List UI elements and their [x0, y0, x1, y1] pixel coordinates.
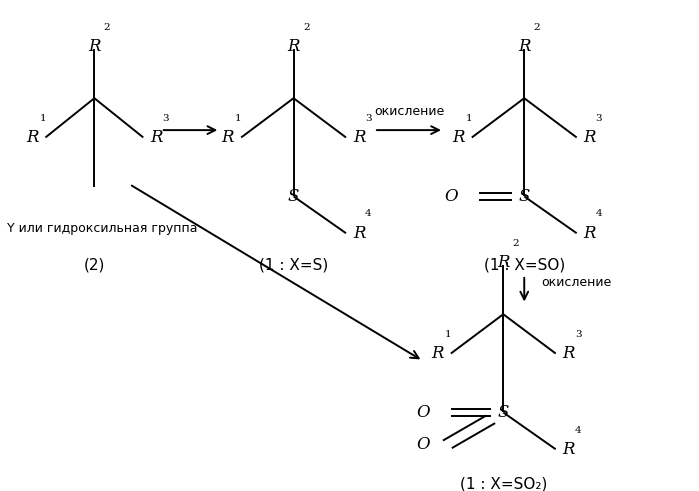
Text: R: R — [287, 38, 300, 55]
Text: 3: 3 — [596, 114, 603, 123]
Text: 1: 1 — [235, 114, 242, 123]
Text: 1: 1 — [466, 114, 473, 123]
Text: R: R — [563, 345, 575, 362]
Text: R: R — [26, 129, 38, 146]
Text: 2: 2 — [303, 23, 310, 32]
Text: 3: 3 — [365, 114, 372, 123]
Text: R: R — [88, 38, 101, 55]
Text: 2: 2 — [103, 23, 110, 32]
Text: R: R — [497, 254, 510, 271]
Text: R: R — [150, 129, 163, 146]
Text: 1: 1 — [445, 330, 452, 339]
Text: 2: 2 — [512, 239, 519, 248]
Text: R: R — [353, 129, 366, 146]
Text: R: R — [518, 38, 531, 55]
Text: S: S — [288, 188, 299, 205]
Text: 4: 4 — [575, 426, 582, 435]
Text: 3: 3 — [575, 330, 582, 339]
Text: (1 : X=SO): (1 : X=SO) — [484, 258, 565, 273]
Text: 2: 2 — [533, 23, 540, 32]
Text: R: R — [584, 129, 596, 146]
Text: окисление: окисление — [542, 276, 612, 289]
Text: O: O — [417, 436, 430, 453]
Text: 3: 3 — [162, 114, 169, 123]
Text: R: R — [222, 129, 234, 146]
Text: 4: 4 — [596, 210, 603, 218]
Text: (1 : X=SO₂): (1 : X=SO₂) — [460, 476, 547, 491]
Text: (2): (2) — [84, 258, 105, 273]
Text: R: R — [431, 345, 444, 362]
Text: окисление: окисление — [374, 105, 444, 118]
Text: 1: 1 — [39, 114, 46, 123]
Text: R: R — [584, 225, 596, 242]
Text: S: S — [498, 404, 509, 421]
Text: R: R — [353, 225, 366, 242]
Text: (1 : X=S): (1 : X=S) — [259, 258, 329, 273]
Text: R: R — [563, 441, 575, 458]
Text: O: O — [417, 404, 430, 421]
Text: Y или гидроксильная группа: Y или гидроксильная группа — [7, 222, 198, 235]
Text: 4: 4 — [365, 210, 372, 218]
Text: O: O — [445, 188, 458, 205]
Text: S: S — [519, 188, 530, 205]
Text: R: R — [452, 129, 465, 146]
